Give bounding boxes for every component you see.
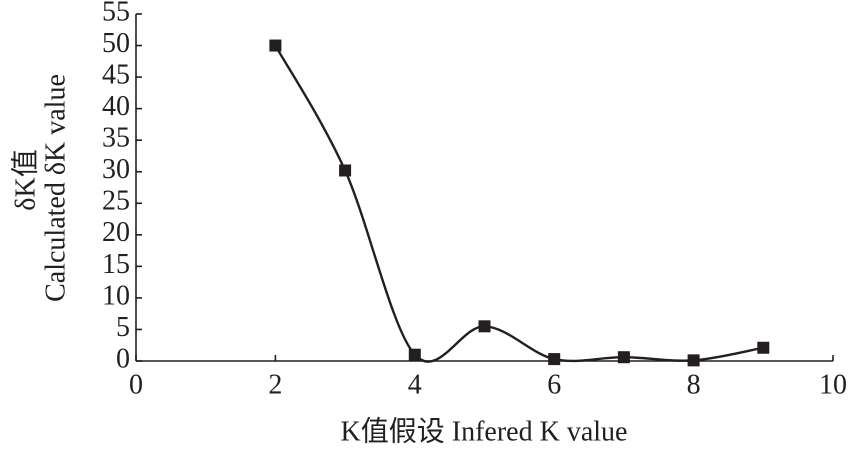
y-tick-label: 15 [102, 249, 130, 280]
x-axis-label: K值假设 Infered K value [341, 415, 628, 447]
marker [757, 341, 770, 354]
x-tick-label: 10 [819, 369, 847, 400]
y-tick-label: 30 [102, 154, 130, 185]
marker [478, 320, 491, 333]
y-tick-label: 20 [102, 217, 130, 248]
y-tick-label: 45 [102, 60, 130, 91]
line [274, 44, 764, 363]
x-tick-label: 2 [268, 369, 282, 400]
x-tick-label: 6 [547, 369, 561, 400]
y-tick-label: 50 [102, 28, 130, 59]
y-tick-label: 40 [102, 91, 130, 122]
y-tick-label: 35 [102, 123, 130, 154]
y-tick-label: 0 [116, 343, 130, 374]
marker [408, 348, 421, 361]
y-tick-label: 25 [102, 186, 130, 217]
marker [617, 351, 630, 364]
x-tick-label: 4 [408, 369, 422, 400]
y-axis-label: Calculated δK value [40, 74, 71, 302]
y-tick-label: 10 [102, 280, 130, 311]
y-axis-label: δK值 [9, 149, 41, 210]
marker [548, 353, 561, 366]
marker [687, 354, 700, 367]
x-tick-label: 8 [687, 369, 701, 400]
y-tick-label: 5 [116, 312, 130, 343]
marker [269, 39, 282, 52]
x-tick-label: 0 [129, 369, 143, 400]
y-tick-label: 55 [102, 0, 130, 27]
marker [339, 164, 352, 177]
